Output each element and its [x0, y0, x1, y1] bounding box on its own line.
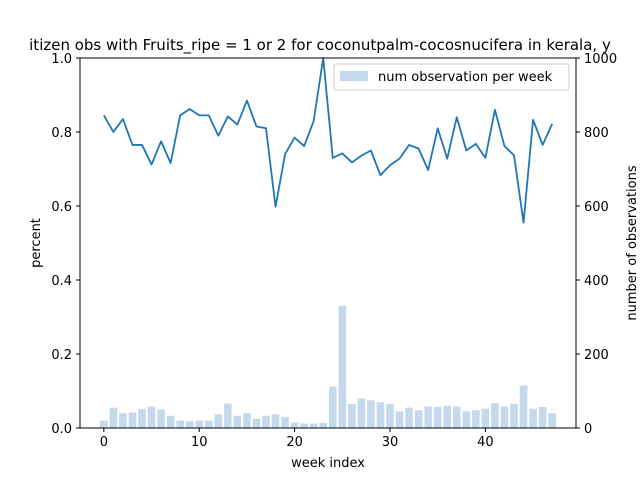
bar: [195, 420, 204, 428]
x-tick-label: 30: [382, 435, 399, 450]
y2-tick-label: 0: [584, 422, 592, 437]
bar: [338, 305, 347, 428]
bar: [328, 386, 337, 428]
bar: [319, 422, 328, 428]
bar: [481, 408, 490, 428]
x-tick-label: 20: [286, 435, 303, 450]
bar: [138, 408, 146, 428]
bar: [204, 420, 213, 428]
bar-series: [100, 305, 556, 428]
bar: [472, 410, 480, 428]
y-tick-label: 0.2: [51, 348, 72, 363]
bar: [176, 420, 184, 428]
bar: [529, 408, 537, 428]
bar: [233, 415, 242, 428]
legend-box: [333, 63, 570, 91]
bar: [271, 414, 280, 428]
bar: [119, 413, 127, 428]
y2-axis-title: number of observations: [625, 165, 640, 320]
bar: [281, 416, 289, 428]
bar: [309, 423, 318, 428]
x-tick-label: 10: [191, 435, 208, 450]
bar: [109, 407, 118, 428]
bar: [462, 411, 471, 428]
bar: [452, 406, 461, 428]
y2-tick-label: 200: [584, 348, 609, 363]
bar: [443, 405, 452, 428]
y-tick-label: 0.6: [51, 200, 72, 215]
y-tick-label: 0.0: [51, 422, 72, 437]
bar: [405, 407, 413, 428]
bar: [262, 415, 270, 428]
bar: [224, 403, 232, 428]
bar: [367, 400, 375, 428]
bar: [357, 398, 366, 428]
tick-marks: 0 10 20 30 40 0.0 0.2 0.4 0.6 0.8 1.0 0 200 400 600 800…: [51, 52, 617, 450]
y2-tick-label: 800: [584, 126, 609, 141]
bar: [500, 406, 509, 428]
bar: [157, 409, 165, 428]
y2-tick-label: 400: [584, 274, 609, 289]
bar: [491, 403, 499, 428]
legend-swatch: [340, 71, 368, 81]
line-path: [103, 57, 553, 224]
bar: [147, 406, 156, 428]
legend-label: num observation per week: [378, 70, 553, 85]
x-tick-label: 40: [477, 435, 494, 450]
bar: [185, 421, 194, 428]
bar: [214, 414, 223, 428]
bar: [414, 410, 423, 428]
axes: [79, 57, 577, 429]
bar: [128, 412, 137, 428]
bar: [386, 403, 394, 428]
bar: [395, 411, 404, 428]
bar: [376, 402, 385, 428]
plot-frame: [79, 57, 577, 429]
x-axis-title: week index: [291, 456, 365, 471]
bar: [290, 422, 299, 428]
legend: num observation per week: [333, 63, 570, 91]
y-tick-label: 0.4: [51, 274, 72, 289]
bar: [424, 406, 432, 428]
bar: [519, 385, 528, 428]
line-series: [103, 57, 553, 224]
x-tick-label: 0: [100, 435, 108, 450]
bar: [300, 423, 308, 428]
bar: [548, 413, 556, 428]
y-axis-title: percent: [29, 218, 44, 268]
bar: [100, 420, 108, 428]
y2-tick-label: 1000: [584, 52, 617, 67]
bar: [538, 406, 547, 428]
bar: [433, 406, 442, 428]
bar: [510, 403, 518, 428]
y-tick-label: 1.0: [51, 52, 72, 67]
bar: [348, 403, 356, 428]
y2-tick-label: 600: [584, 200, 609, 215]
bar: [243, 413, 251, 428]
y-tick-label: 0.8: [51, 126, 72, 141]
chart-title: itizen obs with Fruits_ripe = 1 or 2 for…: [29, 36, 611, 55]
bar: [252, 418, 261, 428]
bar: [166, 415, 175, 428]
